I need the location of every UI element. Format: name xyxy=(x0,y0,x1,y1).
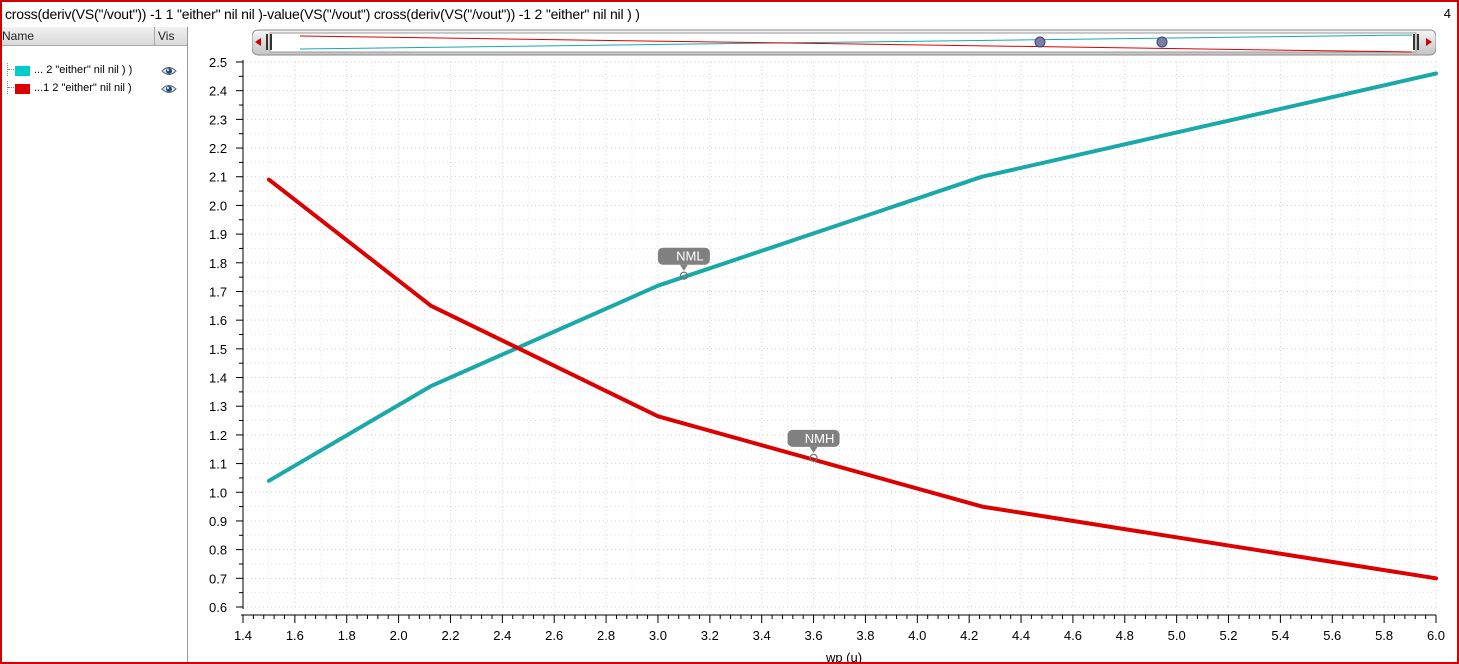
x-axis-title: wp (u) xyxy=(825,650,862,664)
eye-icon[interactable] xyxy=(161,64,177,78)
x-tick-label: 4.6 xyxy=(1064,628,1082,643)
legend-label[interactable]: ...1 2 "either" nil nil ) xyxy=(34,82,132,94)
y-tick-label: 1.5 xyxy=(209,342,227,357)
y-tick-label: 1.6 xyxy=(209,313,227,328)
y-tick-label: 1.3 xyxy=(209,399,227,414)
y-tick-label: 1.8 xyxy=(209,256,227,271)
marker-label-bg xyxy=(657,247,710,265)
marker-labels: NML NMH xyxy=(657,247,840,462)
eye-icon[interactable] xyxy=(161,82,177,96)
overview-cyan-trace xyxy=(299,34,1413,50)
legend-header: Name Vis xyxy=(2,27,187,46)
marker-label-text: NMH xyxy=(805,431,835,446)
scroll-left-handle[interactable] xyxy=(266,34,268,50)
x-tick-label: 5.6 xyxy=(1323,628,1341,643)
x-tick-label: 4.2 xyxy=(960,628,978,643)
x-tick-label: 2.4 xyxy=(493,628,511,643)
marker-label-bg xyxy=(787,429,840,447)
y-tick-label: 2.5 xyxy=(209,55,227,70)
marker-pointer xyxy=(809,446,818,453)
y-tick-label: 1.2 xyxy=(209,428,227,443)
x-tick-label: 3.6 xyxy=(805,628,823,643)
legend-item[interactable]: ...1 2 "either" nil nil ) xyxy=(2,81,187,99)
scroll-left-handle-grip xyxy=(270,34,272,50)
x-tick-label: 4.4 xyxy=(1012,628,1030,643)
x-tick-label: 5.2 xyxy=(1219,628,1237,643)
x-tick-label: 1.4 xyxy=(234,628,252,643)
overview-marker-icon xyxy=(1156,36,1168,48)
y-tick-label: 1.4 xyxy=(209,371,227,386)
x-tick-label: 1.8 xyxy=(338,628,356,643)
legend-swatch xyxy=(15,66,30,76)
x-tick-label: 4.8 xyxy=(1116,628,1134,643)
y-tick-label: 1.9 xyxy=(209,227,227,242)
legend-header-name[interactable]: Name xyxy=(2,29,35,43)
x-tick-label: 3.8 xyxy=(856,628,874,643)
x-tick-label: 2.6 xyxy=(545,628,563,643)
legend-item[interactable]: ... 2 "either" nil nil ) ) xyxy=(2,63,187,81)
overview-red-trace xyxy=(299,35,1413,53)
y-tick-label: 2.2 xyxy=(209,141,227,156)
scroll-right-handle-grip xyxy=(1417,34,1419,50)
legend-swatch xyxy=(15,84,30,94)
series-line-cyan[interactable] xyxy=(266,71,1438,483)
x-tick-label: 3.4 xyxy=(753,628,771,643)
legend-header-vis[interactable]: Vis xyxy=(154,27,174,45)
y-tick-label: 1.7 xyxy=(209,284,227,299)
x-tick-label: 1.6 xyxy=(286,628,304,643)
x-tick-label: 2.0 xyxy=(390,628,408,643)
grid-lines xyxy=(242,61,1437,608)
tree-connector xyxy=(7,63,16,76)
x-tick-label: 4.0 xyxy=(908,628,926,643)
y-tick-label: 0.8 xyxy=(209,543,227,558)
y-tick-label: 1.0 xyxy=(209,485,227,500)
y-tick-label: 1.1 xyxy=(209,457,227,472)
marker-nmh[interactable]: NMH xyxy=(787,429,840,462)
marker-point xyxy=(809,453,818,462)
series-traces xyxy=(266,71,1438,581)
marker-pointer xyxy=(679,264,688,271)
scroll-right-handle[interactable] xyxy=(1413,34,1415,50)
plot-title-bar: cross(deriv(VS("/vout")) -1 1 "either" n… xyxy=(2,3,1457,25)
y-tick-label: 0.6 xyxy=(209,600,227,615)
plot-title: cross(deriv(VS("/vout")) -1 1 "either" n… xyxy=(5,6,640,22)
x-tick-label: 2.8 xyxy=(597,628,615,643)
legend-panel: Name Vis ... 2 "either" nil nil ) ) ...1… xyxy=(2,27,188,662)
x-tick-label: 5.4 xyxy=(1271,628,1289,643)
plot-number: 4 xyxy=(1443,6,1451,21)
y-tick-label: 0.7 xyxy=(209,571,227,586)
axes: 0.6 0.7 0.8 0.9 1.0 1.1 1.2 1.3 1.4 1.5 1.6 1.7 1.8 1… xyxy=(209,55,1445,643)
x-tick-label: 6.0 xyxy=(1427,628,1445,643)
scroll-left-arrow-icon[interactable] xyxy=(255,38,261,46)
overview-marker-icon xyxy=(1034,36,1046,48)
series-line-red[interactable] xyxy=(266,177,1438,581)
x-scroll-bar[interactable] xyxy=(252,29,1436,56)
marker-label-text: NML xyxy=(676,249,703,264)
x-tick-label: 5.8 xyxy=(1375,628,1393,643)
y-tick-label: 2.0 xyxy=(209,198,227,213)
scroll-right-arrow-icon[interactable] xyxy=(1426,38,1432,46)
x-tick-label: 2.2 xyxy=(441,628,459,643)
y-tick-label: 0.9 xyxy=(209,514,227,529)
y-tick-label: 2.3 xyxy=(209,112,227,127)
marker-nml[interactable]: NML xyxy=(657,247,710,280)
marker-point xyxy=(679,271,688,280)
x-tick-label: 3.2 xyxy=(701,628,719,643)
y-tick-label: 2.4 xyxy=(209,84,227,99)
legend-label[interactable]: ... 2 "either" nil nil ) ) xyxy=(34,64,133,76)
x-tick-label: 3.0 xyxy=(649,628,667,643)
y-tick-label: 2.1 xyxy=(209,170,227,185)
x-tick-label: 5.0 xyxy=(1168,628,1186,643)
tree-connector xyxy=(7,81,16,94)
